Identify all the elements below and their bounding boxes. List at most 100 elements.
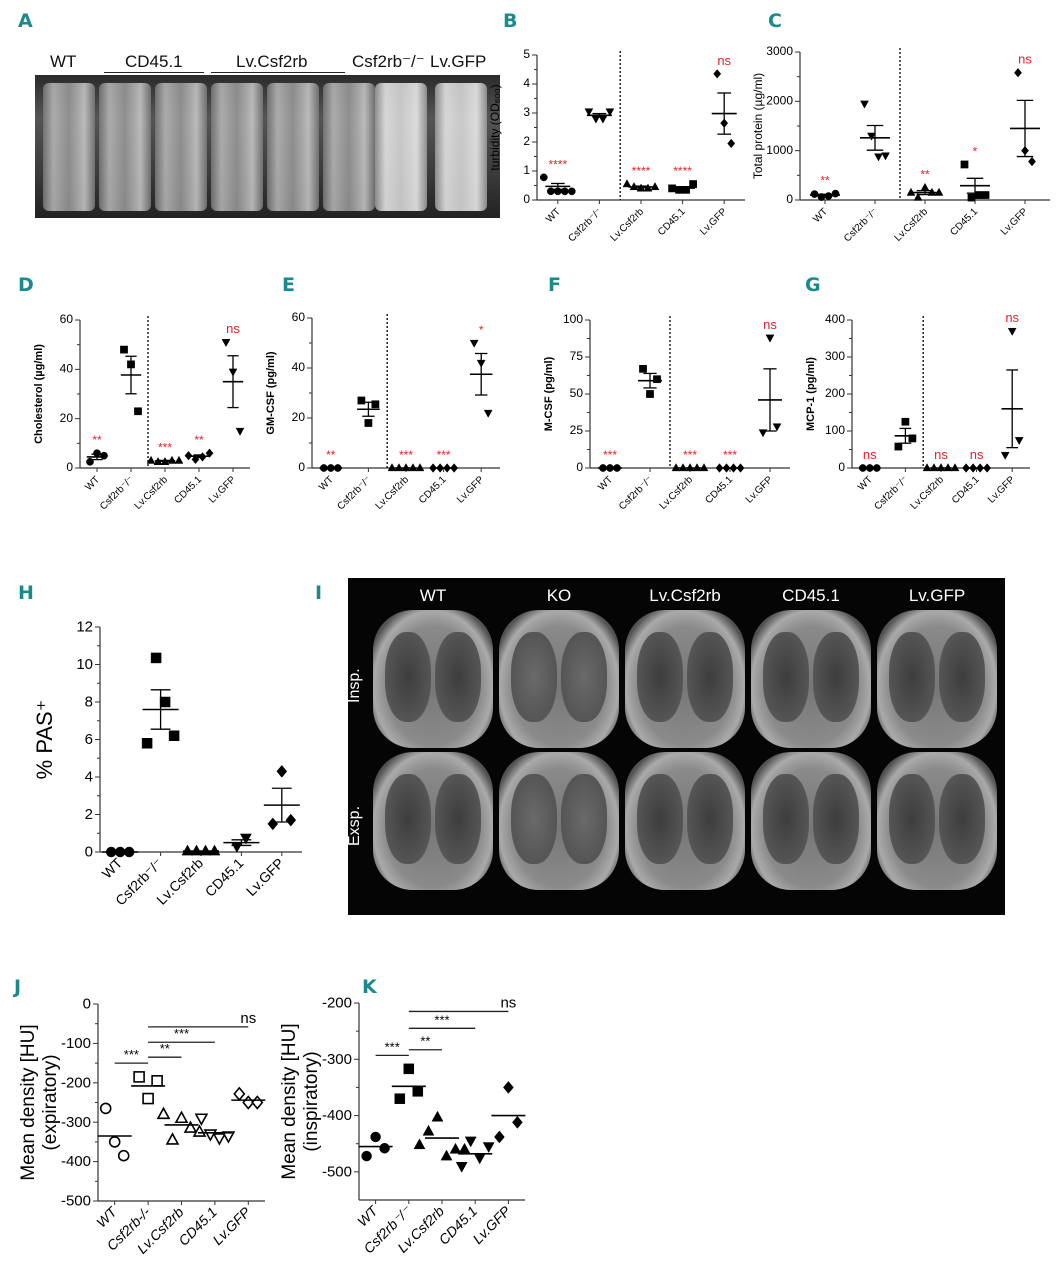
x-tick-label: Csf2rb⁻/⁻ (872, 474, 910, 512)
y-tick-label: 3 (523, 105, 530, 119)
data-point (235, 427, 245, 436)
comparison-label: ns (500, 994, 516, 1011)
y-tick-label: 25 (570, 423, 584, 437)
data-point (174, 1110, 189, 1124)
y-tick-label: 300 (825, 349, 845, 363)
x-tick-label: Lv.Csf2rb (909, 474, 947, 512)
data-point (99, 1102, 112, 1115)
panel-letter-j: J (14, 976, 22, 998)
data-point (867, 132, 876, 141)
comparison-label: *** (434, 1012, 449, 1027)
significance-label: **** (548, 157, 567, 171)
comparison-label: ** (420, 1034, 430, 1049)
data-point (205, 448, 214, 458)
significance-label: ns (863, 447, 877, 462)
significance-label: ** (92, 433, 102, 447)
y-tick-label: 3000 (766, 44, 793, 58)
data-point (494, 1130, 505, 1144)
data-point (267, 817, 279, 831)
y-tick-label: -300 (61, 1114, 91, 1131)
data-point (133, 1071, 145, 1083)
data-point (194, 1113, 209, 1126)
data-point (772, 423, 782, 432)
x-tick-label: Csf2rb⁻/⁻ (842, 206, 880, 244)
data-point (431, 1110, 444, 1122)
data-point (357, 396, 366, 405)
comparison-label: ns (240, 1010, 256, 1027)
y-tick-label: 0 (576, 460, 583, 474)
y-axis-label: Cholesterol (µg/ml) (33, 344, 45, 444)
ct-scan-image (877, 610, 997, 748)
data-point (251, 1095, 264, 1110)
x-tick-label: Lv.GFP (698, 206, 729, 237)
significance-label: ns (934, 447, 948, 462)
y-tick-label: 0 (85, 844, 93, 861)
data-point (183, 1120, 198, 1133)
data-point (727, 138, 736, 149)
significance-label: * (973, 144, 978, 158)
panel-letter-k: K (362, 976, 377, 998)
y-tick-label: -200 (322, 995, 352, 1012)
ct-image-grid: WT KO Lv.Csf2rb CD45.1 Lv.GFP Insp. Exsp… (346, 578, 1005, 915)
x-tick-label: CD45.1 (202, 855, 247, 900)
y-tick-label: 20 (292, 410, 306, 424)
y-tick-label: -400 (61, 1153, 91, 1170)
ct-col-lvcsf2rb: Lv.Csf2rb (649, 586, 721, 605)
data-point (151, 1075, 163, 1087)
y-tick-label: 0 (523, 192, 530, 206)
data-point (159, 696, 171, 708)
data-point (482, 1142, 495, 1154)
data-point (165, 1132, 180, 1145)
x-tick-label: WT (856, 474, 875, 493)
x-tick-label: Lv.Csf2rb (893, 206, 931, 244)
y-tick-label: 10 (76, 656, 93, 673)
significance-label: **** (673, 164, 692, 178)
y-tick-label: 20 (60, 411, 74, 425)
data-point (168, 730, 180, 741)
data-point (239, 833, 252, 845)
x-tick-label: CD45.1 (417, 474, 449, 506)
significance-label: ns (226, 321, 240, 336)
y-tick-label: -500 (61, 1193, 91, 1210)
x-tick-label: CD45.1 (172, 474, 204, 506)
x-tick-label: WT (93, 1203, 121, 1231)
data-point (622, 179, 632, 188)
data-point (922, 463, 932, 472)
data-point (181, 844, 194, 856)
x-tick-label: Lv.GFP (986, 474, 1017, 505)
data-point (689, 180, 697, 188)
data-point (117, 1149, 130, 1162)
ct-scan-image (751, 752, 871, 890)
x-tick-label: CD45.1 (703, 474, 735, 506)
y-tick-label: 100 (825, 423, 845, 437)
photo-label-cd45: CD45.1 (125, 52, 183, 71)
data-point (370, 1131, 381, 1143)
data-point (221, 1131, 236, 1144)
data-point (539, 173, 548, 182)
x-tick-label: WT (811, 206, 830, 225)
significance-label: ns (717, 53, 731, 68)
data-point (184, 450, 193, 461)
ct-scan-image (751, 610, 871, 748)
y-tick-label: 1000 (766, 143, 793, 157)
x-tick-label: Lv.Csf2rb (374, 474, 412, 512)
x-tick-label: Lv.GFP (999, 206, 1030, 237)
significance-label: * (479, 323, 484, 337)
data-point (403, 1063, 415, 1075)
significance-label: ** (326, 448, 336, 462)
data-point (881, 152, 890, 161)
x-tick-label: CD45.1 (950, 474, 982, 506)
data-point (713, 69, 722, 79)
data-point (671, 463, 681, 472)
y-tick-label: 0 (786, 192, 793, 206)
y-tick-label: 75 (570, 349, 584, 363)
data-point (1007, 327, 1017, 336)
data-point (860, 100, 869, 109)
data-point (960, 160, 969, 169)
x-tick-label: Lv.GFP (455, 474, 486, 505)
significance-label: ns (1018, 52, 1032, 67)
photo-label-wt: WT (50, 52, 77, 71)
y-axis-label: % PAS⁺ (32, 700, 57, 780)
data-point (276, 764, 288, 778)
